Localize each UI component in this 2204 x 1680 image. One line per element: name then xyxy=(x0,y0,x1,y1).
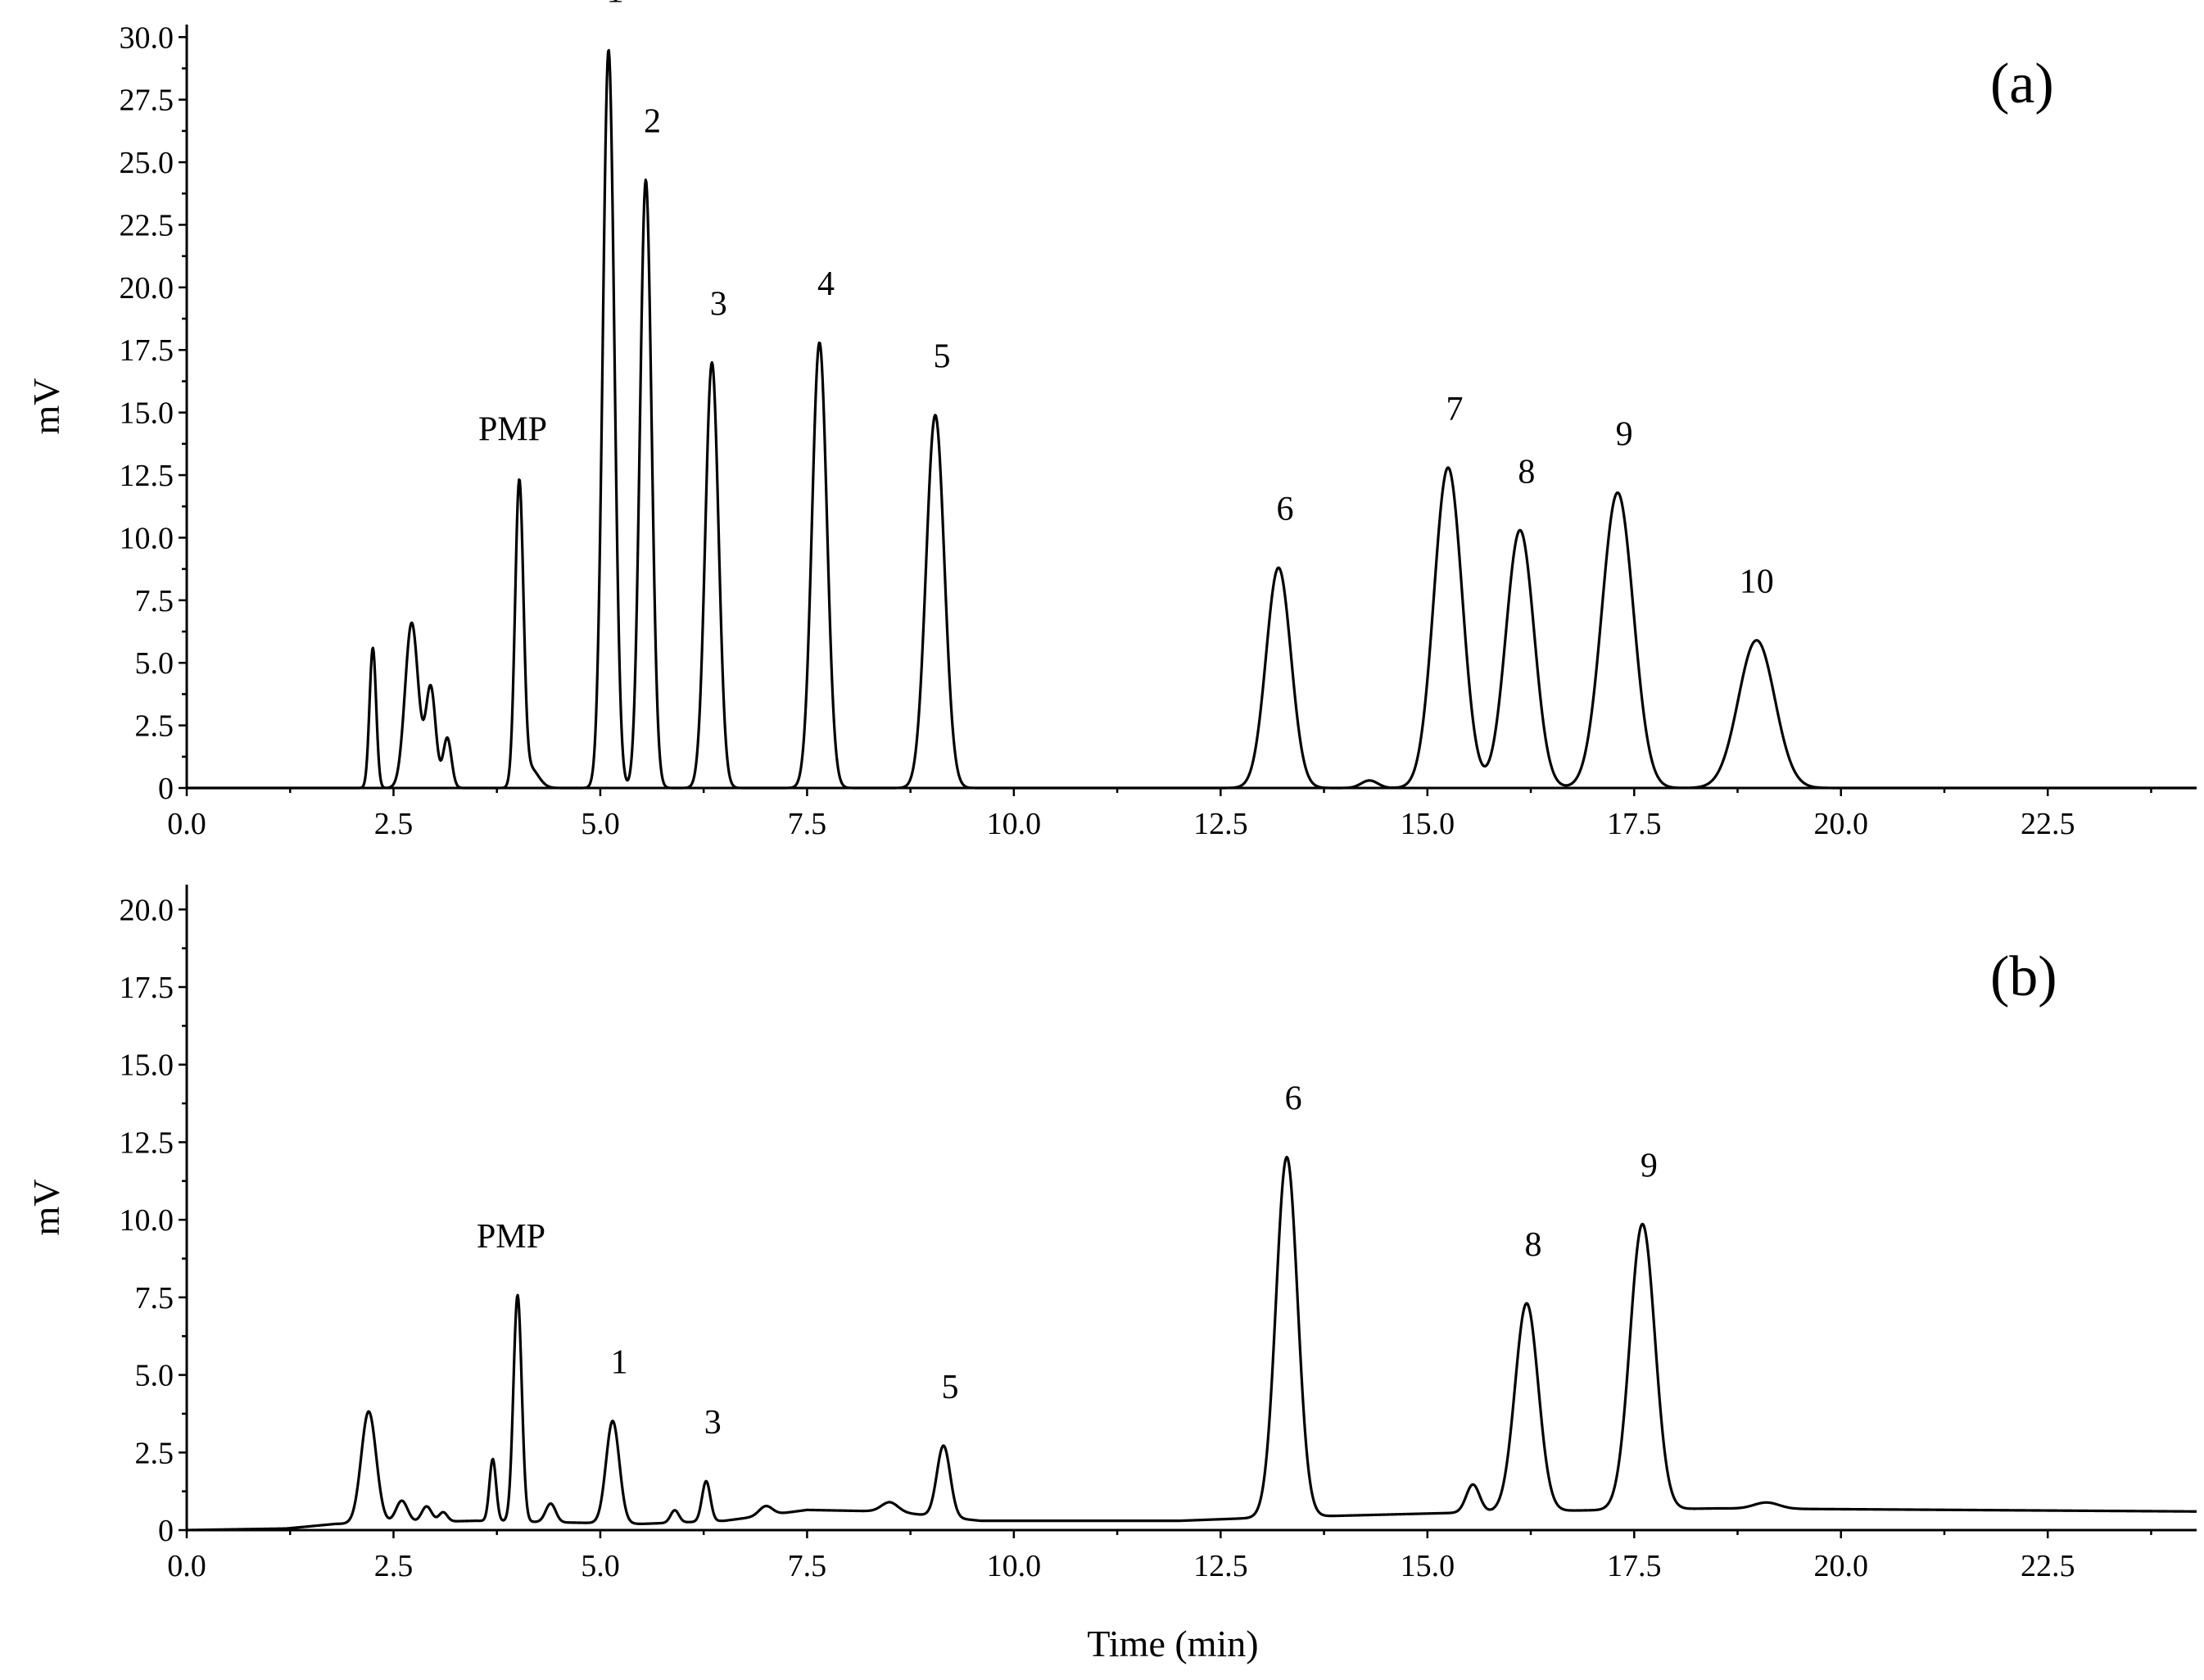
peak-label-10: 10 xyxy=(1740,564,1774,601)
y-tick-label: 7.5 xyxy=(135,1281,174,1315)
y-axis-label: mV xyxy=(25,1180,67,1236)
peak-label-6: 6 xyxy=(1285,1080,1302,1118)
x-tick-label: 22.5 xyxy=(2021,807,2075,841)
x-tick-label: 0.0 xyxy=(167,1549,206,1583)
peak-label-8: 8 xyxy=(1518,453,1535,491)
peak-label-9: 9 xyxy=(1616,415,1633,453)
y-tick-label: 10.0 xyxy=(120,521,174,555)
y-tick-label: 20.0 xyxy=(120,893,174,927)
y-tick-label: 17.5 xyxy=(120,333,174,368)
peak-label-6: 6 xyxy=(1277,491,1294,528)
chart-panel-b: 0 2.5 5.0 7.5 10.0 12.5 15.0 17.5 20.0 0.0 2.5 5.0 7… xyxy=(25,885,2197,1583)
y-tick-label: 2.5 xyxy=(135,709,174,744)
y-tick-label: 0 xyxy=(158,772,174,806)
y-tick-label: 5.0 xyxy=(135,646,174,681)
peak-label-1: 1 xyxy=(607,0,624,11)
x-tick-label: 10.0 xyxy=(987,1549,1042,1583)
peak-label-pmp: PMP xyxy=(478,410,547,448)
peak-label-2: 2 xyxy=(644,102,661,140)
y-axis-label: mV xyxy=(25,378,67,435)
x-tick-label: 12.5 xyxy=(1193,807,1248,841)
y-tick-label: 25.0 xyxy=(120,146,174,180)
y-tick-label: 15.0 xyxy=(120,1048,174,1083)
peak-label-1: 1 xyxy=(611,1344,628,1382)
peak-label-5: 5 xyxy=(933,338,950,376)
peak-label-9: 9 xyxy=(1641,1147,1658,1184)
x-tick-label: 22.5 xyxy=(2021,1549,2075,1583)
peak-label-8: 8 xyxy=(1525,1226,1542,1264)
y-tick-label: 17.5 xyxy=(120,971,174,1005)
peak-label-7: 7 xyxy=(1446,391,1464,428)
peak-label-4: 4 xyxy=(817,265,835,303)
x-tick-label: 5.0 xyxy=(581,807,620,841)
chromatogram-trace xyxy=(186,1156,2197,1532)
x-axis-label: Time (min) xyxy=(1087,1623,1258,1664)
chart-panel-a: 02.55.07.510.012.515.017.520.022.525.027… xyxy=(25,0,2197,841)
panel-label: (b) xyxy=(1990,945,2057,1008)
y-tick-label: 15.0 xyxy=(120,396,174,431)
x-tick-label: 20.0 xyxy=(1814,1549,1869,1583)
x-tick-label: 17.5 xyxy=(1607,1549,1662,1583)
y-tick-label: 22.5 xyxy=(120,208,174,242)
x-tick-label: 15.0 xyxy=(1401,807,1455,841)
y-tick-label: 12.5 xyxy=(120,1125,174,1160)
x-tick-label: 17.5 xyxy=(1607,807,1662,841)
x-tick-label: 5.0 xyxy=(581,1549,620,1583)
y-tick-label: 10.0 xyxy=(120,1203,174,1238)
y-tick-label: 0 xyxy=(158,1514,174,1548)
x-tick-label: 0.0 xyxy=(167,807,206,841)
x-tick-label: 20.0 xyxy=(1814,807,1869,841)
peak-label-3: 3 xyxy=(704,1404,722,1442)
y-tick-label: 7.5 xyxy=(135,584,174,618)
chromatogram-trace xyxy=(186,48,2197,790)
y-tick-label: 5.0 xyxy=(135,1359,174,1393)
x-tick-label: 2.5 xyxy=(374,807,414,841)
y-tick-label: 30.0 xyxy=(120,20,174,55)
x-tick-label: 7.5 xyxy=(788,807,827,841)
peak-label-pmp: PMP xyxy=(477,1218,545,1256)
x-tick-label: 15.0 xyxy=(1401,1549,1455,1583)
y-tick-label: 2.5 xyxy=(135,1436,174,1470)
y-tick-label: 27.5 xyxy=(120,84,174,118)
x-tick-label: 2.5 xyxy=(374,1549,414,1583)
x-tick-label: 7.5 xyxy=(788,1549,827,1583)
x-tick-label: 12.5 xyxy=(1193,1549,1248,1583)
x-tick-label: 10.0 xyxy=(987,807,1042,841)
peak-label-3: 3 xyxy=(710,286,727,324)
peak-label-5: 5 xyxy=(942,1369,959,1406)
y-tick-label: 12.5 xyxy=(120,459,174,493)
y-tick-label: 20.0 xyxy=(120,271,174,306)
panel-label: (a) xyxy=(1990,52,2054,115)
